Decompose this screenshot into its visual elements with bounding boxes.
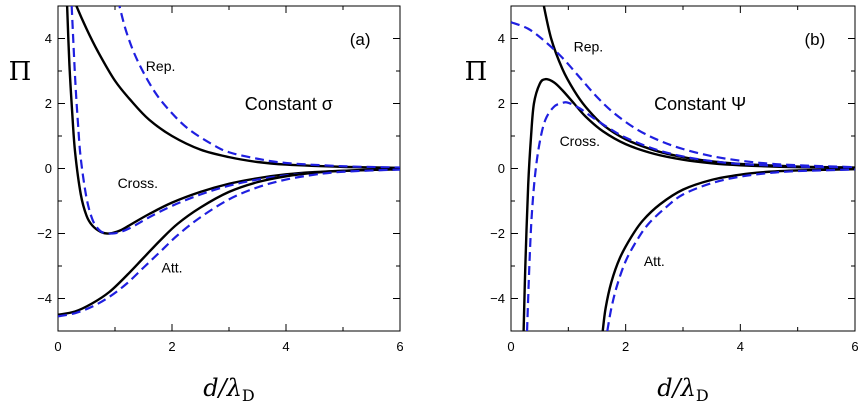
chart-0-series-att-solid — [58, 167, 400, 316]
chart-1-series-att-solid — [601, 167, 855, 331]
chart-0-xtick-label: 0 — [54, 339, 61, 354]
chart-1-ylabel: Π — [465, 57, 488, 87]
chart-1-series-rep-solid — [542, 6, 855, 169]
chart-0-series-att-dashed — [58, 168, 400, 318]
chart-1-series-att-dashed — [606, 168, 855, 331]
chart-1-annotation-b: (b) — [804, 30, 825, 49]
chart-0-ytick-label: 4 — [45, 31, 52, 46]
chart-1-ytick-label: −4 — [490, 291, 505, 306]
chart-0-xlabel: d/λD — [203, 374, 255, 402]
chart-0-xtick-label: 6 — [396, 339, 403, 354]
chart-1-annotation-cross: Cross. — [560, 133, 600, 149]
chart-0-ytick-label: −4 — [37, 291, 52, 306]
chart-0-annotation-att: Att. — [161, 260, 182, 276]
chart-1-xtick-label: 0 — [507, 339, 514, 354]
chart-0-series-rep-dashed — [118, 6, 400, 169]
chart-0-xtick-label: 4 — [282, 339, 289, 354]
chart-0-ytick-label: −2 — [37, 226, 52, 241]
panel-b: 0 2 4 6 −4 −2 0 2 4 Rep. Cross. Att. (b) Constant Ψ d/… — [465, 5, 859, 402]
chart-1-series-cross-dashed — [525, 101, 855, 331]
chart-0-annotation-a: (a) — [350, 30, 371, 49]
chart-1-xtick-label: 4 — [737, 339, 744, 354]
chart-1-ytick-label: 2 — [498, 96, 505, 111]
chart-1-annotation-att: Att. — [644, 253, 665, 269]
chart-0-series-rep-solid — [75, 6, 400, 170]
chart-0-annotation-cross: Cross. — [118, 175, 158, 191]
chart-1-series-cross-solid — [522, 77, 855, 331]
chart-1-annotation-rep: Rep. — [574, 39, 604, 55]
chart-0-axes-box — [57, 5, 401, 332]
chart-0-annotation-constant: Constant σ — [245, 94, 333, 114]
chart-0-xtick-label: 2 — [168, 339, 175, 354]
chart-0-ytick-label: 0 — [45, 161, 52, 176]
chart-1-annotation-constant: Constant Ψ — [654, 94, 746, 114]
chart-1-ytick-label: 0 — [498, 161, 505, 176]
chart-0-ytick-label: 2 — [45, 96, 52, 111]
chart-1-xtick-label: 2 — [622, 339, 629, 354]
chart-0-annotation-rep: Rep. — [146, 58, 176, 74]
panel-a: 0 2 4 6 −4 −2 0 2 4 Rep. Cross. Att. (a) Constant σ d/… — [9, 5, 404, 402]
chart-1-ytick-label: −2 — [490, 226, 505, 241]
chart-1-series-rep-dashed — [511, 21, 855, 169]
chart-0-ylabel: Π — [9, 57, 32, 87]
chart-1-xtick-label: 6 — [851, 339, 858, 354]
chart-1-xlabel: d/λD — [657, 374, 709, 402]
chart-1-ytick-label: 4 — [498, 31, 505, 46]
